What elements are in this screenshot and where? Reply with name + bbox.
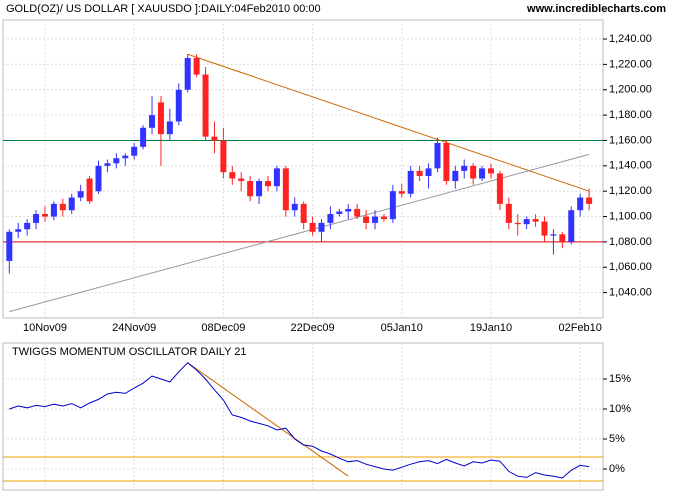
y-tick-label: 1,180.00 [609,109,652,121]
y-tick-label: 1,240.00 [609,33,652,45]
x-tick-label: 05Jan10 [381,322,423,334]
candle-body [398,191,405,194]
y-tick-label: 1,040.00 [609,287,652,299]
candle-body [443,143,450,182]
y-tick-label: 1,140.00 [609,160,652,172]
trendline [187,362,349,477]
candle-body [461,165,468,171]
candle-body [6,231,13,261]
candle-body [202,74,209,137]
candle-body [113,158,120,164]
candle-body [586,197,593,204]
candle-body [425,168,432,176]
chart-title: GOLD(OZ)/ US DOLLAR [ XAUUSDO ]:DAILY:04… [6,3,321,15]
y-tick-label: 10% [609,403,631,415]
candle-body [68,197,75,211]
candle-body [122,155,129,159]
trendline [187,53,590,192]
y-tick-label: 1,080.00 [609,236,652,248]
candle-body [238,178,245,182]
source: www.incrediblecharts.com [526,3,666,15]
y-tick-label: 1,120.00 [609,185,652,197]
x-tick-label: 02Feb10 [558,322,601,334]
y-tick-label: 1,160.00 [609,134,652,146]
candle-body [273,168,280,187]
candle-body [327,214,334,223]
oscillator-line [9,362,590,479]
candle-body [140,127,147,147]
candle-body [505,203,512,223]
candle-body [166,121,173,135]
y-tick-label: 1,060.00 [609,261,652,273]
plot-area [2,342,604,491]
candle-body [149,115,156,128]
candle-body [452,170,459,182]
candle-body [282,168,289,211]
candle-body [345,208,352,212]
candle-body [372,216,379,223]
oscillator-title: TWIGGS MOMENTUM OSCILLATOR DAILY 21 [12,346,247,358]
candle-body [336,211,343,215]
candle-body [41,214,48,217]
candle-body [363,216,370,223]
candle-body [256,181,263,197]
candle-body [487,168,494,174]
candle-body [131,146,138,156]
candle-body [15,229,22,232]
candle-body [95,165,102,192]
x-tick-label: 10Nov09 [23,322,67,334]
candle-body [175,89,182,122]
x-tick-label: 08Dec09 [201,322,245,334]
candle-body [247,181,254,197]
x-tick-label: 19Jan10 [470,322,512,334]
candle-body [523,219,530,225]
candle-body [104,163,111,166]
candle-body [550,234,557,236]
candle-body [514,222,521,225]
y-tick-label: 1,220.00 [609,58,652,70]
candle-body [309,222,316,232]
candle-body [541,221,548,236]
candle-body [193,58,200,75]
trendline [9,153,590,313]
candle-body [568,210,575,242]
candle-body [24,222,31,230]
candle-body [300,203,307,223]
candle-body [559,234,566,242]
candle-body [157,102,164,135]
candle-body [264,181,271,187]
candle-body [380,216,387,220]
candle-body [434,143,441,169]
candle-body [389,191,396,220]
y-tick-label: 1,100.00 [609,210,652,222]
candle-body [407,170,414,194]
candle-body [532,219,539,222]
candle-body [318,222,325,232]
candle-body [50,203,57,217]
y-tick-label: 5% [609,433,625,445]
x-tick-label: 24Nov09 [112,322,156,334]
candle-body [77,191,84,198]
candle-body [354,208,361,217]
y-tick-label: 15% [609,373,631,385]
candle-body [220,140,227,173]
candle-body [479,168,486,179]
candle-body [470,165,477,179]
candle-body [184,58,191,90]
candle-body [86,178,93,202]
candle-body [211,136,218,141]
x-tick-label: 22Dec09 [291,322,335,334]
candle-body [416,170,423,176]
y-tick-label: 0% [609,463,625,475]
candle-body [229,172,236,179]
candle-body [33,214,40,223]
plot-area [2,19,604,319]
candle-body [59,203,66,211]
candle-body [577,197,584,211]
y-tick-label: 1,200.00 [609,84,652,96]
candle-body [291,203,298,211]
candle-body [496,173,503,204]
